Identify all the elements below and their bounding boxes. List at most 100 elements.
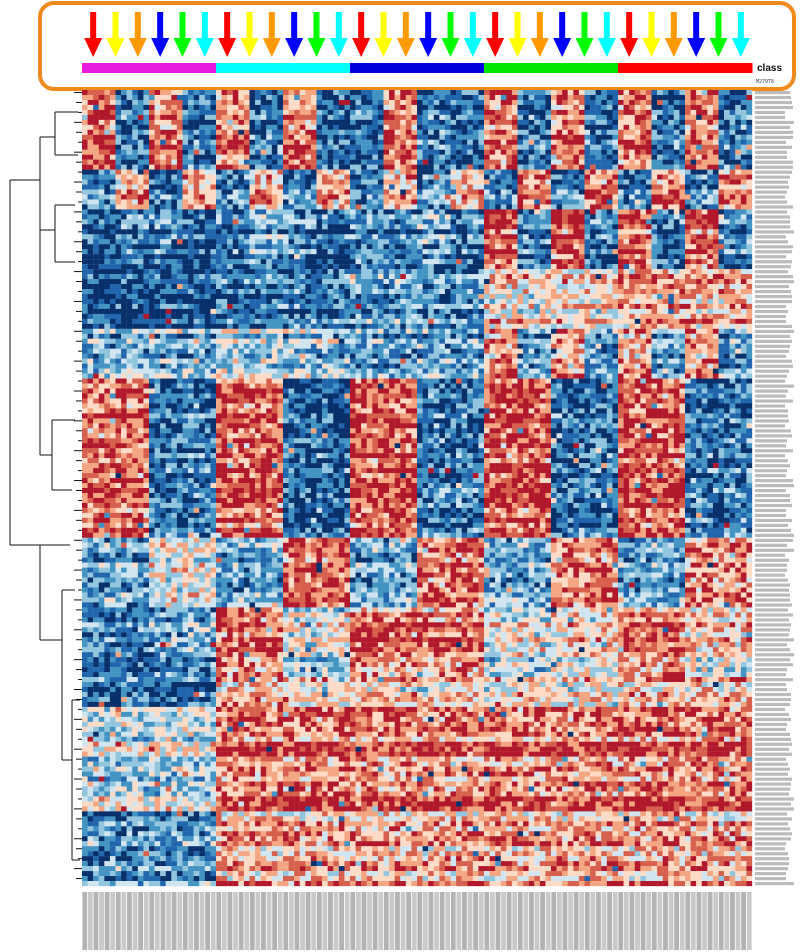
- heatmap-cell: [233, 284, 239, 289]
- heatmap-cell: [445, 145, 451, 150]
- heatmap-cell: [540, 120, 546, 125]
- heatmap-cell: [88, 279, 94, 284]
- heatmap-cell: [596, 140, 602, 145]
- heatmap-cell: [138, 125, 144, 130]
- heatmap-cell: [585, 145, 591, 150]
- heatmap-cell: [183, 90, 189, 95]
- heatmap-cell: [110, 165, 116, 170]
- heatmap-cell: [389, 140, 395, 145]
- heatmap-cell: [272, 170, 278, 175]
- heatmap-cell: [389, 135, 395, 140]
- heatmap-cell: [395, 160, 401, 165]
- heatmap-cell: [467, 120, 473, 125]
- heatmap-cell: [143, 100, 149, 105]
- heatmap-cell: [668, 160, 674, 165]
- heatmap-cell: [462, 254, 468, 259]
- heatmap-cell: [657, 259, 663, 264]
- heatmap-cell: [143, 120, 149, 125]
- heatmap-cell: [110, 264, 116, 269]
- heatmap-cell: [624, 150, 630, 155]
- heatmap-cell: [573, 165, 579, 170]
- heatmap-cell: [194, 150, 200, 155]
- heatmap-cell: [233, 150, 239, 155]
- heatmap-cell: [719, 95, 725, 100]
- heatmap-cell: [227, 249, 233, 254]
- heatmap-cell: [646, 199, 652, 204]
- heatmap-cell: [735, 274, 741, 279]
- heatmap-cell: [400, 229, 406, 234]
- heatmap-cell: [596, 150, 602, 155]
- heatmap-cell: [138, 219, 144, 224]
- heatmap-cell: [283, 120, 289, 125]
- heatmap-cell: [210, 269, 216, 274]
- heatmap-cell: [529, 219, 535, 224]
- heatmap-cell: [713, 224, 719, 229]
- heatmap-cell: [250, 219, 256, 224]
- heatmap-cell: [305, 264, 311, 269]
- heatmap-cell: [372, 204, 378, 209]
- heatmap-cell: [702, 269, 708, 274]
- heatmap-cell: [356, 219, 362, 224]
- heatmap-cell: [255, 125, 261, 130]
- heatmap-cell: [579, 180, 585, 185]
- heatmap-cell: [127, 165, 133, 170]
- heatmap-cell: [367, 194, 373, 199]
- heatmap-cell: [652, 165, 658, 170]
- heatmap-cell: [261, 150, 267, 155]
- heatmap-cell: [82, 274, 88, 279]
- heatmap-cell: [328, 140, 334, 145]
- heatmap-cell: [668, 254, 674, 259]
- heatmap-cell: [104, 224, 110, 229]
- heatmap-cell: [166, 269, 172, 274]
- heatmap-cell: [495, 165, 501, 170]
- heatmap-cell: [545, 155, 551, 160]
- heatmap-cell: [367, 229, 373, 234]
- heatmap-cell: [216, 219, 222, 224]
- heatmap-cell: [305, 244, 311, 249]
- heatmap-cell: [339, 219, 345, 224]
- heatmap-cell: [361, 284, 367, 289]
- heatmap-cell: [339, 155, 345, 160]
- heatmap-cell: [389, 264, 395, 269]
- heatmap-cell: [506, 115, 512, 120]
- heatmap-cell: [277, 199, 283, 204]
- heatmap-cell: [384, 145, 390, 150]
- heatmap-cell: [194, 274, 200, 279]
- heatmap-cell: [177, 219, 183, 224]
- heatmap-cell: [171, 264, 177, 269]
- heatmap-cell: [104, 110, 110, 115]
- heatmap-cell: [423, 90, 429, 95]
- heatmap-cell: [719, 199, 725, 204]
- heatmap-cell: [294, 160, 300, 165]
- heatmap-cell: [518, 125, 524, 130]
- heatmap-cell: [104, 244, 110, 249]
- heatmap-cell: [138, 199, 144, 204]
- heatmap-cell: [719, 269, 725, 274]
- heatmap-cell: [540, 125, 546, 130]
- heatmap-cell: [350, 90, 356, 95]
- heatmap-cell: [657, 105, 663, 110]
- heatmap-cell: [495, 150, 501, 155]
- heatmap-cell: [233, 264, 239, 269]
- heatmap-cell: [82, 135, 88, 140]
- heatmap-cell: [183, 135, 189, 140]
- heatmap-cell: [149, 120, 155, 125]
- heatmap-cell: [506, 160, 512, 165]
- heatmap-cell: [244, 249, 250, 254]
- heatmap-cell: [305, 115, 311, 120]
- heatmap-cell: [540, 264, 546, 269]
- heatmap-cell: [294, 130, 300, 135]
- heatmap-cell: [428, 180, 434, 185]
- heatmap-cell: [439, 219, 445, 224]
- heatmap-cell: [171, 105, 177, 110]
- heatmap-cell: [328, 234, 334, 239]
- heatmap-cell: [294, 100, 300, 105]
- heatmap-cell: [434, 264, 440, 269]
- heatmap-cell: [255, 130, 261, 135]
- heatmap-cell: [99, 274, 105, 279]
- heatmap-cell: [696, 239, 702, 244]
- heatmap-cell: [205, 170, 211, 175]
- heatmap-cell: [473, 199, 479, 204]
- heatmap-cell: [746, 229, 752, 234]
- heatmap-cell: [183, 249, 189, 254]
